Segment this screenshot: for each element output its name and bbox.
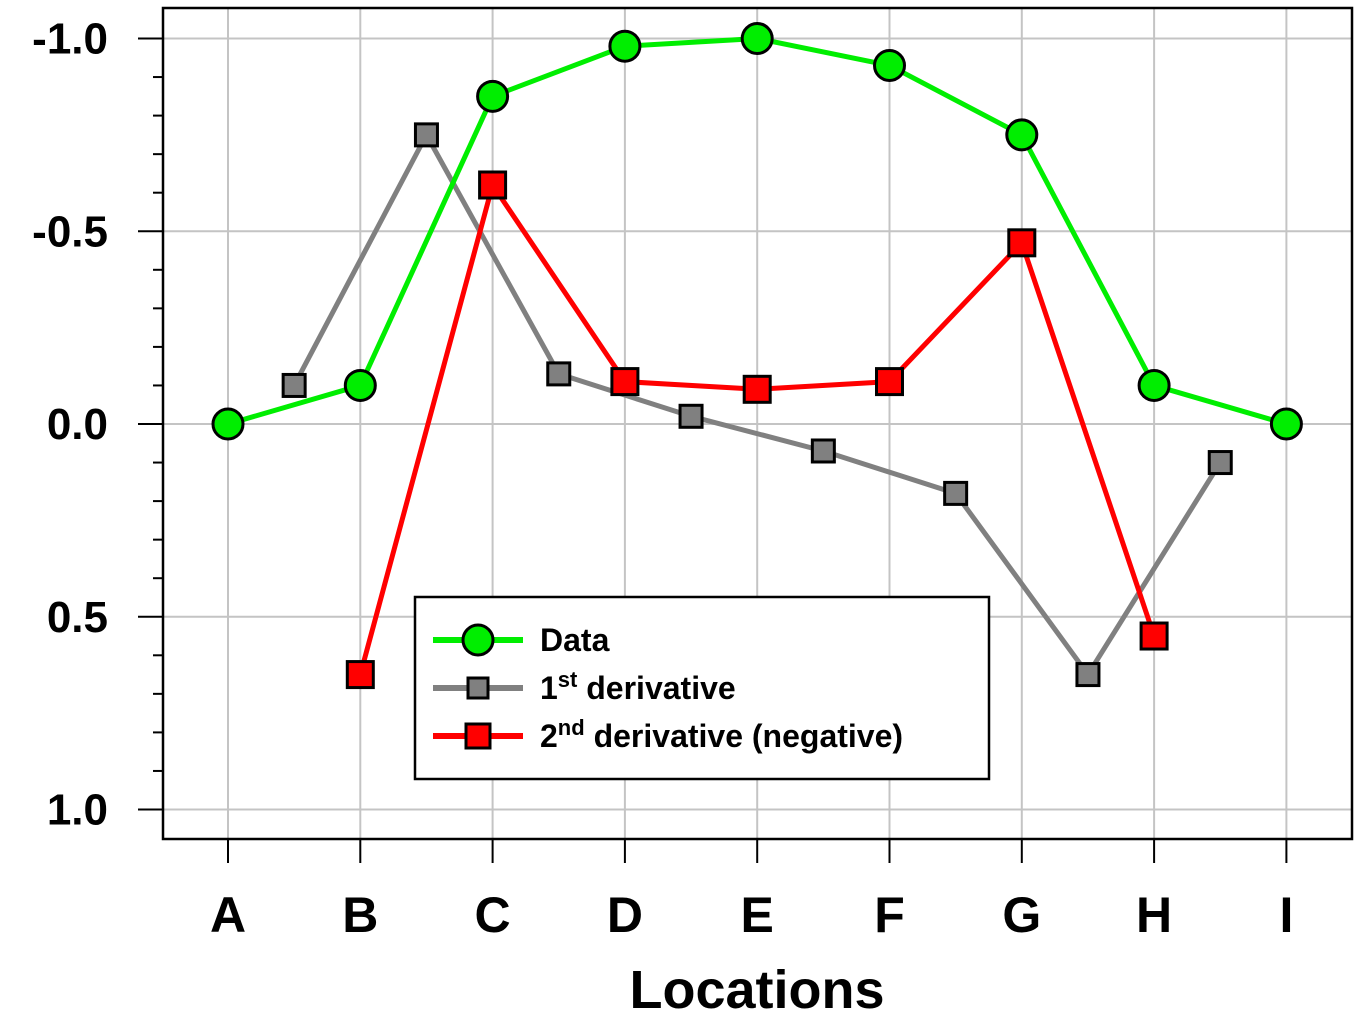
data-point	[873, 48, 906, 82]
data-point	[742, 374, 772, 404]
data-point	[610, 367, 640, 397]
data-point	[1139, 621, 1169, 651]
data-point	[1007, 228, 1037, 258]
y-tick-label: -0.5	[32, 207, 108, 256]
y-tick-label: 0.5	[47, 593, 108, 642]
plot-frame	[161, 6, 1354, 841]
x-axis: A B C D E F G H I	[210, 839, 1293, 943]
data-point	[810, 438, 836, 464]
x-tick-label: A	[210, 887, 246, 943]
legend-label: Data	[540, 622, 610, 658]
data-point	[943, 480, 969, 506]
legend-item: 1st derivative	[433, 667, 736, 706]
x-tick-label: B	[342, 887, 378, 943]
legend-marker	[461, 623, 495, 657]
data-point	[875, 367, 904, 397]
series-layer	[211, 22, 1303, 690]
data-point	[343, 368, 377, 402]
data-point	[1005, 118, 1039, 152]
legend: Data 1st derivative 2nd derivative (negati…	[413, 595, 991, 781]
series-data	[211, 22, 1303, 441]
data-point	[345, 660, 375, 690]
data-point	[608, 29, 642, 63]
legend-marker	[466, 676, 490, 700]
data-point	[281, 372, 307, 398]
x-tick-label: G	[1002, 887, 1041, 943]
legend-marker	[464, 722, 492, 750]
x-tick-label: E	[741, 887, 774, 943]
data-point	[1207, 450, 1233, 476]
y-tick-label: 1.0	[47, 786, 108, 835]
legend-label: 2nd derivative (negative)	[540, 715, 903, 754]
x-axis-title: Locations	[629, 960, 884, 1019]
y-tick-label: -1.0	[32, 15, 108, 64]
data-point	[1137, 368, 1171, 402]
series-line	[291, 132, 1223, 678]
y-tick-label: 0.0	[47, 400, 108, 449]
data-point	[478, 170, 508, 200]
x-tick-label: I	[1279, 887, 1293, 943]
x-tick-label: H	[1136, 887, 1172, 943]
data-point	[1269, 407, 1303, 441]
legend-label: 1st derivative	[540, 667, 736, 706]
data-point	[1075, 662, 1101, 688]
legend-item: 2nd derivative (negative)	[433, 715, 903, 754]
legend-item: Data	[433, 622, 610, 658]
series-2nd	[345, 170, 1169, 690]
x-tick-label: C	[475, 887, 511, 943]
data-point	[413, 122, 439, 148]
data-point	[476, 79, 510, 113]
data-point	[211, 407, 245, 441]
data-point	[678, 403, 704, 429]
series-1st	[281, 122, 1233, 688]
x-tick-label: F	[874, 887, 905, 943]
x-tick-label: D	[607, 887, 643, 943]
data-point	[740, 22, 774, 55]
y-axis: -1.0 -0.5 0.0 0.5 1.0	[32, 15, 163, 835]
data-point	[546, 361, 572, 387]
